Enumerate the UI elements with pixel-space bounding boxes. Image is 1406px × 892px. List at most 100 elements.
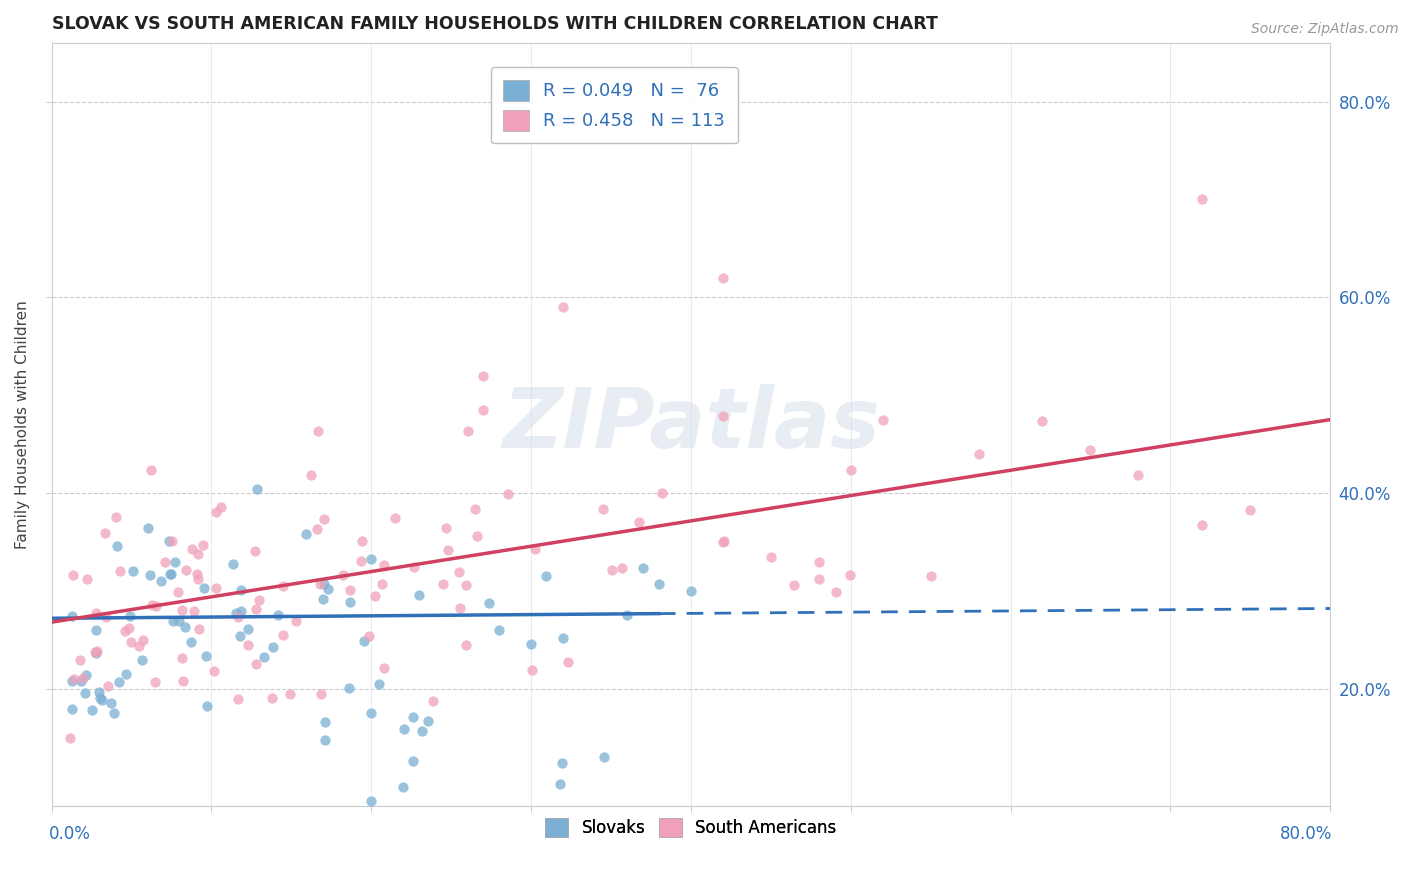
Point: [162, 533, 184, 548]
Point: [108, 564, 131, 578]
Point: [350, 554, 373, 568]
Point: [551, 300, 574, 314]
Point: [332, 567, 354, 582]
Point: [434, 520, 457, 534]
Point: [103, 706, 125, 720]
Point: [89, 690, 111, 705]
Point: [454, 578, 477, 592]
Point: [711, 270, 734, 285]
Point: [314, 733, 336, 747]
Point: [120, 634, 142, 648]
Point: [236, 638, 259, 652]
Point: [153, 555, 176, 569]
Point: [312, 511, 335, 525]
Point: [245, 657, 267, 671]
Point: [157, 533, 180, 548]
Point: [187, 547, 209, 561]
Y-axis label: Family Households with Children: Family Households with Children: [15, 300, 30, 549]
Point: [285, 614, 308, 628]
Point: [159, 567, 181, 582]
Point: [408, 588, 430, 602]
Point: [105, 510, 128, 524]
Point: [180, 541, 202, 556]
Point: [411, 724, 433, 739]
Point: [97, 679, 120, 693]
Point: [437, 542, 460, 557]
Point: [100, 696, 122, 710]
Point: [94, 526, 117, 541]
Point: [114, 624, 136, 638]
Point: [70, 673, 93, 688]
Point: [592, 750, 614, 764]
Point: [236, 622, 259, 636]
Point: [169, 614, 191, 628]
Point: [612, 561, 634, 575]
Point: [551, 632, 574, 646]
Point: [307, 424, 329, 438]
Point: [166, 585, 188, 599]
Point: [194, 649, 217, 664]
Point: [225, 607, 247, 621]
Point: [839, 568, 862, 582]
Point: [711, 409, 734, 423]
Point: [628, 515, 651, 529]
Point: [600, 563, 623, 577]
Point: [339, 595, 361, 609]
Point: [713, 534, 735, 549]
Point: [162, 614, 184, 628]
Point: [307, 522, 329, 536]
Point: [94, 610, 117, 624]
Point: [253, 650, 276, 665]
Point: [1191, 193, 1213, 207]
Point: [131, 653, 153, 667]
Point: [170, 603, 193, 617]
Point: [402, 560, 425, 574]
Point: [523, 542, 546, 557]
Point: [360, 706, 382, 720]
Point: [226, 610, 249, 624]
Point: [187, 572, 209, 586]
Point: [384, 511, 406, 525]
Point: [260, 691, 283, 706]
Point: [454, 638, 477, 652]
Point: [309, 686, 332, 700]
Point: [228, 629, 250, 643]
Point: [367, 677, 389, 691]
Point: [548, 777, 571, 791]
Text: ZIPatlas: ZIPatlas: [502, 384, 880, 465]
Point: [807, 573, 830, 587]
Text: SLOVAK VS SOUTH AMERICAN FAMILY HOUSEHOLDS WITH CHILDREN CORRELATION CHART: SLOVAK VS SOUTH AMERICAN FAMILY HOUSEHOL…: [52, 15, 938, 33]
Point: [872, 412, 894, 426]
Point: [69, 653, 91, 667]
Point: [312, 592, 335, 607]
Point: [186, 567, 208, 582]
Point: [174, 619, 197, 633]
Point: [118, 608, 141, 623]
Point: [631, 561, 654, 575]
Point: [449, 600, 471, 615]
Point: [59, 731, 82, 745]
Point: [592, 502, 614, 516]
Point: [202, 664, 225, 678]
Point: [267, 607, 290, 622]
Point: [1031, 414, 1053, 428]
Point: [488, 623, 510, 637]
Point: [371, 577, 394, 591]
Point: [73, 685, 96, 699]
Point: [278, 687, 301, 701]
Point: [353, 634, 375, 648]
Point: [783, 578, 806, 592]
Point: [465, 529, 488, 543]
Point: [117, 622, 139, 636]
Point: [229, 583, 252, 598]
Point: [271, 628, 294, 642]
Point: [188, 623, 211, 637]
Point: [91, 693, 114, 707]
Point: [145, 599, 167, 614]
Point: [247, 592, 270, 607]
Point: [534, 569, 557, 583]
Point: [498, 487, 520, 501]
Point: [807, 555, 830, 569]
Point: [759, 550, 782, 565]
Point: [209, 500, 232, 514]
